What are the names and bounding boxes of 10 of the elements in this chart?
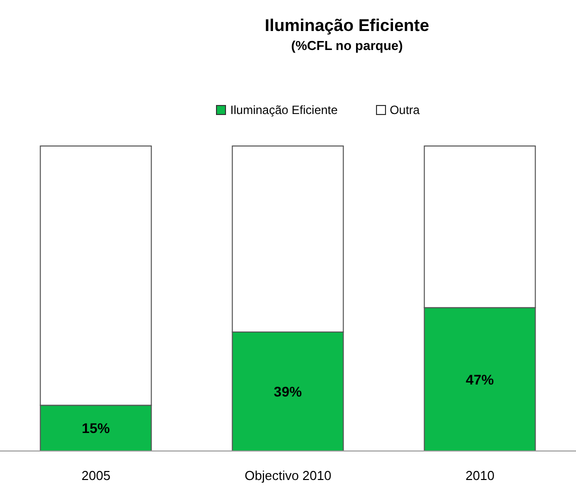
legend-label: Iluminação Eficiente — [229, 103, 338, 117]
data-label: 39% — [274, 384, 302, 400]
x-tick-label: Objectivo 2010 — [244, 468, 332, 484]
data-label: 15% — [82, 420, 110, 436]
chart-subtitle: (%CFL no parque) — [290, 38, 404, 53]
text: Outra — [388, 103, 420, 117]
x-tick-label: 2010 — [466, 468, 494, 484]
x-tick-label: 2005 — [82, 468, 110, 484]
data-label: 47% — [466, 371, 494, 388]
chart-title: Iluminação Eficiente — [264, 16, 430, 36]
